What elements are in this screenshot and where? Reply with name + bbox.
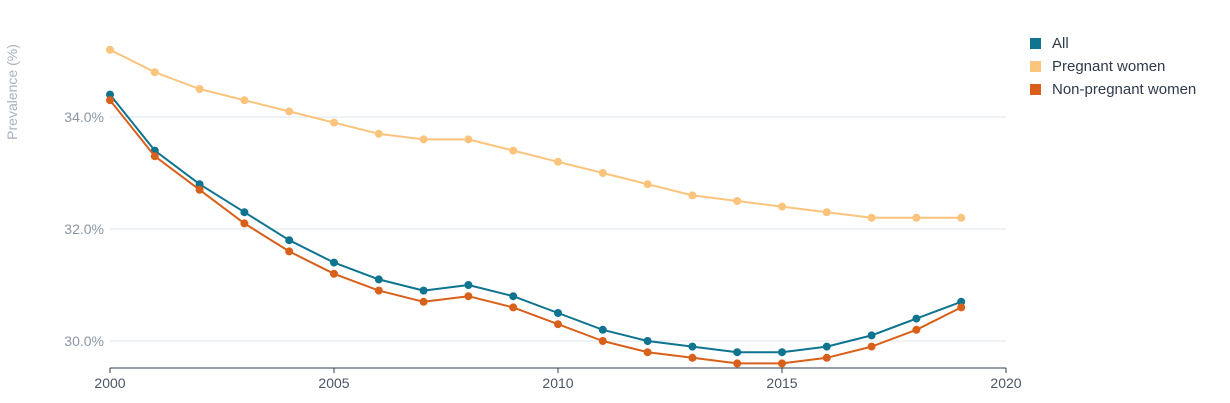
data-point[interactable] <box>778 359 786 368</box>
legend-label: Pregnant women <box>1052 58 1166 75</box>
x-tick-label: 2010 <box>542 375 573 391</box>
x-tick-label: 2000 <box>94 375 125 391</box>
data-point[interactable] <box>419 297 428 306</box>
data-point[interactable] <box>688 191 697 200</box>
data-point[interactable] <box>419 135 428 144</box>
data-point[interactable] <box>195 85 204 93</box>
y-tick-label: 32.0% <box>64 221 104 237</box>
data-point[interactable] <box>867 331 876 340</box>
y-axis-ticks: 30.0% 32.0% 34.0% <box>64 109 104 349</box>
data-point[interactable] <box>867 213 876 222</box>
data-point[interactable] <box>822 208 831 217</box>
data-point[interactable] <box>106 96 114 105</box>
data-point[interactable] <box>957 213 966 222</box>
series-non-pregnant-women <box>106 96 966 368</box>
y-axis-title: Prevalence (%) <box>4 44 20 140</box>
data-point[interactable] <box>733 359 742 368</box>
data-point[interactable] <box>822 342 831 351</box>
data-point[interactable] <box>867 342 876 351</box>
data-point[interactable] <box>330 258 338 267</box>
data-point[interactable] <box>150 68 159 77</box>
legend-label: All <box>1052 35 1069 52</box>
data-point[interactable] <box>598 169 607 177</box>
data-point[interactable] <box>330 118 338 127</box>
data-point[interactable] <box>195 185 204 194</box>
y-tick-label: 34.0% <box>64 109 104 125</box>
series-all <box>106 90 966 357</box>
data-point[interactable] <box>688 342 697 351</box>
legend-item[interactable]: Non-pregnant women <box>1030 78 1196 101</box>
legend-item[interactable]: All <box>1030 32 1196 55</box>
x-tick-label: 2020 <box>990 375 1021 391</box>
data-point[interactable] <box>240 208 249 217</box>
series-line <box>109 48 962 219</box>
data-point[interactable] <box>195 180 204 189</box>
x-axis-ticks: 2000 2005 2010 2015 2020 <box>94 368 1022 391</box>
data-point[interactable] <box>285 247 294 256</box>
data-point[interactable] <box>643 337 652 345</box>
data-point[interactable] <box>733 348 742 357</box>
series-pregnant-women <box>106 45 966 222</box>
data-point[interactable] <box>957 303 966 312</box>
data-point[interactable] <box>912 213 921 222</box>
data-point[interactable] <box>285 236 294 245</box>
data-point[interactable] <box>643 348 652 357</box>
data-point[interactable] <box>106 45 114 54</box>
data-point[interactable] <box>464 292 473 301</box>
data-point[interactable] <box>240 219 249 228</box>
data-point[interactable] <box>688 353 697 362</box>
data-point[interactable] <box>912 314 921 323</box>
data-point[interactable] <box>554 157 562 166</box>
y-tick-label: 30.0% <box>64 333 104 349</box>
gridlines <box>110 116 1006 342</box>
data-point[interactable] <box>464 135 473 144</box>
data-point[interactable] <box>374 275 383 284</box>
data-point[interactable] <box>509 292 518 301</box>
legend-label: Non-pregnant women <box>1052 81 1197 98</box>
legend-item[interactable]: Pregnant women <box>1030 55 1196 78</box>
data-point[interactable] <box>285 107 294 116</box>
data-point[interactable] <box>150 152 159 161</box>
x-tick-label: 2015 <box>766 375 797 391</box>
series-line <box>109 99 962 365</box>
data-point[interactable] <box>240 96 249 105</box>
legend: All Pregnant women Non-pregnant women <box>1030 32 1196 101</box>
data-point[interactable] <box>374 129 383 138</box>
data-point[interactable] <box>778 202 786 211</box>
x-tick-label: 2005 <box>318 375 349 391</box>
legend-swatch <box>1030 38 1041 49</box>
data-point[interactable] <box>554 320 562 329</box>
data-point[interactable] <box>419 286 428 295</box>
data-point[interactable] <box>464 281 473 289</box>
data-point[interactable] <box>106 90 114 99</box>
data-point[interactable] <box>598 325 607 334</box>
data-point[interactable] <box>778 348 786 357</box>
data-point[interactable] <box>374 286 383 295</box>
data-point[interactable] <box>643 180 652 189</box>
series-line <box>109 93 962 354</box>
series-group <box>106 45 966 368</box>
data-point[interactable] <box>733 197 742 205</box>
data-point[interactable] <box>509 146 518 155</box>
data-point[interactable] <box>509 303 518 312</box>
data-point[interactable] <box>957 297 966 306</box>
data-point[interactable] <box>554 309 562 317</box>
data-point[interactable] <box>598 337 607 345</box>
data-point[interactable] <box>912 325 921 334</box>
data-point[interactable] <box>330 269 338 278</box>
data-point[interactable] <box>822 353 831 362</box>
legend-swatch <box>1030 84 1041 95</box>
legend-swatch <box>1030 61 1041 72</box>
